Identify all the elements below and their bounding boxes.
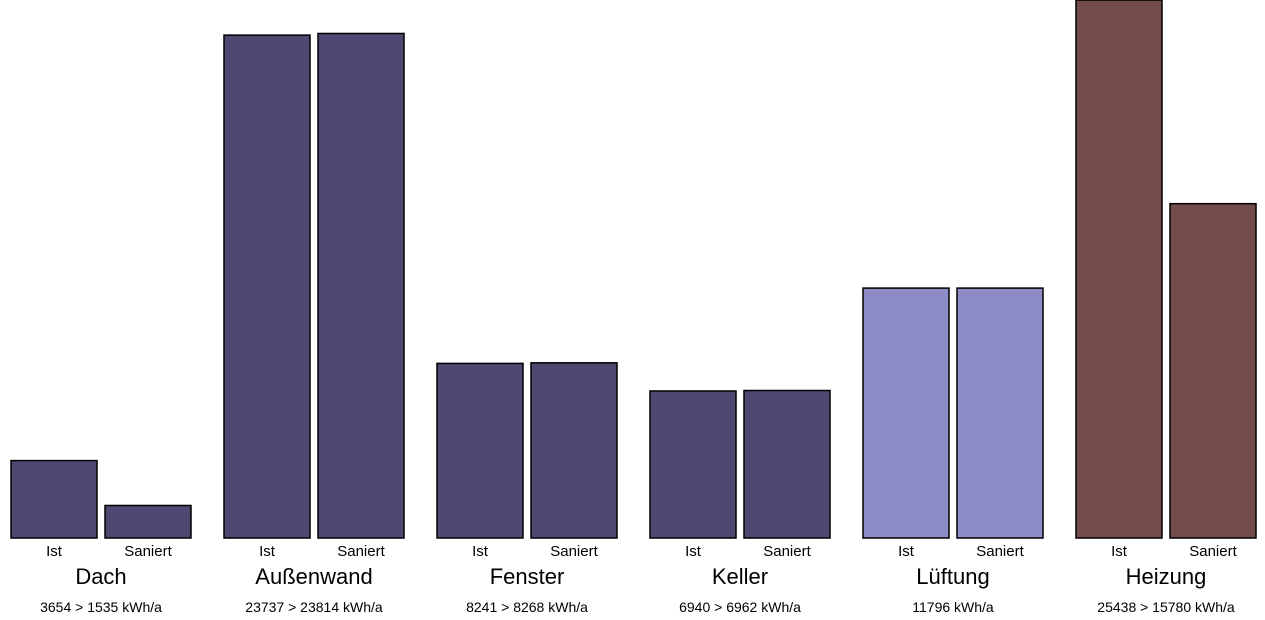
bar-ist bbox=[10, 459, 98, 539]
value-summary-label: 23737 > 23814 kWh/a bbox=[245, 599, 383, 615]
bar-saniert bbox=[743, 389, 831, 539]
bar-label-ist: Ist bbox=[472, 543, 489, 560]
value-summary-label: 3654 > 1535 kWh/a bbox=[40, 599, 162, 615]
bar-ist bbox=[223, 34, 311, 539]
value-summary-label: 6940 > 6962 kWh/a bbox=[679, 599, 801, 615]
bar-group-5: Ist Saniert Heizung 25438 > 15780 kWh/a bbox=[1075, 0, 1257, 615]
bar-label-ist: Ist bbox=[898, 543, 915, 560]
value-summary-label: 8241 > 8268 kWh/a bbox=[466, 599, 588, 615]
bar-group-4: Ist Saniert Lüftung 11796 kWh/a bbox=[862, 287, 1044, 615]
bar-saniert bbox=[317, 32, 405, 539]
bar-label-ist: Ist bbox=[259, 543, 276, 560]
group-label: Lüftung bbox=[916, 564, 989, 589]
bar-group-2: Ist Saniert Fenster 8241 > 8268 kWh/a bbox=[436, 362, 618, 615]
bar-ist bbox=[862, 287, 950, 539]
bar-label-saniert: Saniert bbox=[124, 543, 172, 560]
group-label: Außenwand bbox=[255, 564, 372, 589]
bar-ist bbox=[436, 362, 524, 539]
bar-saniert bbox=[1169, 202, 1257, 539]
bar-saniert bbox=[104, 504, 192, 539]
bar-label-ist: Ist bbox=[1111, 543, 1128, 560]
value-summary-label: 25438 > 15780 kWh/a bbox=[1097, 599, 1235, 615]
group-label: Heizung bbox=[1126, 564, 1207, 589]
group-label: Dach bbox=[75, 564, 126, 589]
bar-saniert bbox=[530, 362, 618, 539]
group-label: Fenster bbox=[490, 564, 565, 589]
group-label: Keller bbox=[712, 564, 768, 589]
bar-label-saniert: Saniert bbox=[550, 543, 598, 560]
bar-label-ist: Ist bbox=[46, 543, 63, 560]
bar-group-3: Ist Saniert Keller 6940 > 6962 kWh/a bbox=[649, 389, 831, 615]
value-summary-label: 11796 kWh/a bbox=[912, 599, 994, 615]
bar-label-saniert: Saniert bbox=[763, 543, 811, 560]
bar-label-saniert: Saniert bbox=[337, 543, 385, 560]
bar-label-saniert: Saniert bbox=[1189, 543, 1237, 560]
bar-ist bbox=[649, 390, 737, 539]
bar-label-ist: Ist bbox=[685, 543, 702, 560]
bar-group-0: Ist Saniert Dach 3654 > 1535 kWh/a bbox=[10, 459, 192, 615]
bar-saniert bbox=[956, 287, 1044, 539]
bar-label-saniert: Saniert bbox=[976, 543, 1024, 560]
bar-group-1: Ist Saniert Außenwand 23737 > 23814 kWh/a bbox=[223, 32, 405, 615]
bar-ist bbox=[1075, 0, 1163, 539]
